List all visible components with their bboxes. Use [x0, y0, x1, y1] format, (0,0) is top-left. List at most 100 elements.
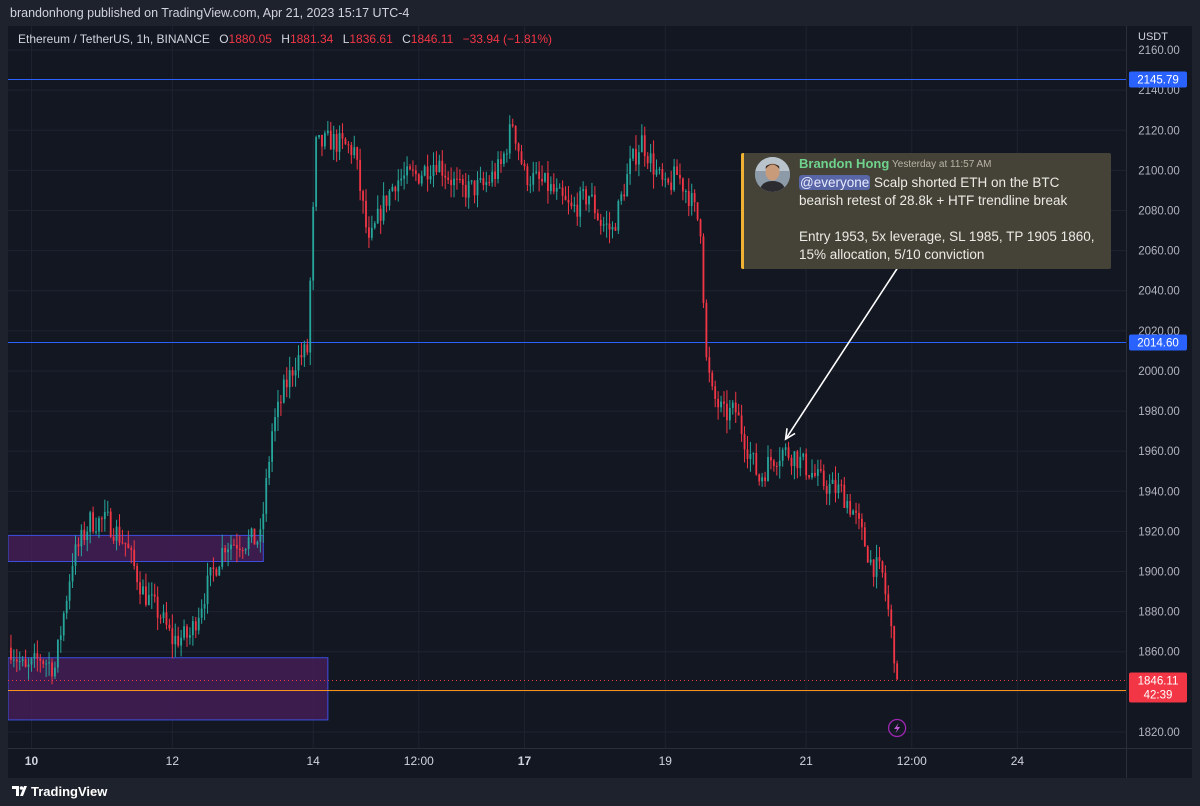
candle-body — [866, 546, 869, 563]
candle-body — [329, 130, 332, 150]
candle-body — [382, 195, 385, 221]
high-value: 1881.34 — [289, 32, 334, 46]
time-tick-label: 10 — [25, 754, 39, 768]
annotation-arrowhead — [784, 428, 796, 441]
candle-body — [728, 407, 731, 421]
candle-body — [130, 548, 133, 550]
time-tick-label: 12 — [166, 754, 180, 768]
change-value: −33.94 (−1.81%) — [462, 32, 553, 46]
open-value: 1880.05 — [228, 32, 272, 46]
candle-body — [855, 510, 857, 513]
price-tick-label: 2000.00 — [1138, 366, 1180, 378]
candle-body — [312, 206, 315, 281]
candle-body — [485, 182, 488, 185]
candle-body — [778, 460, 781, 467]
avatar-portrait-icon — [755, 157, 790, 192]
candle-body — [233, 544, 235, 546]
candle-body — [620, 194, 623, 201]
low-label: L — [342, 32, 350, 46]
candle-body — [347, 144, 350, 146]
candle-body — [858, 512, 860, 519]
candle-body — [414, 170, 417, 175]
lightning-icon — [887, 718, 907, 738]
candle-body — [640, 135, 643, 153]
candle-body — [538, 171, 541, 179]
candle-body — [614, 226, 617, 231]
candle-body — [456, 178, 458, 180]
price-tick-label: 2080.00 — [1138, 206, 1180, 218]
candle-body — [432, 165, 435, 177]
candle-body — [811, 472, 813, 478]
time-tick-label: 12:00 — [897, 754, 927, 768]
candle-body — [194, 621, 197, 631]
mention-everyone[interactable]: @everyone — [799, 175, 871, 190]
candle-body — [124, 542, 127, 544]
candle-body — [80, 529, 83, 547]
candle-body — [611, 226, 614, 230]
candle-body — [409, 166, 411, 170]
candle-body — [109, 511, 112, 537]
currency-label[interactable]: USDT — [1138, 31, 1168, 43]
tradingview-brand: TradingView — [31, 784, 108, 799]
candle-body — [426, 166, 429, 180]
candle-body — [127, 543, 130, 549]
candle-body — [667, 178, 670, 183]
candle-body — [549, 184, 552, 192]
candle-body — [896, 663, 899, 680]
candle-body — [646, 156, 649, 164]
candle-body — [805, 453, 808, 476]
candle-body — [206, 575, 209, 605]
candle-body — [362, 191, 364, 201]
open-label: O — [219, 32, 229, 46]
candle-body — [438, 160, 441, 173]
candle-body — [56, 639, 59, 668]
candle-body — [596, 213, 599, 220]
candle-body — [535, 171, 538, 173]
candle-body — [582, 189, 585, 192]
candle-body — [279, 401, 282, 403]
candle-body — [200, 608, 203, 618]
demand-zone-2 — [8, 657, 329, 721]
candle-body — [649, 153, 652, 164]
candle-body — [643, 135, 646, 157]
candle-body — [435, 165, 438, 173]
message-author[interactable]: Brandon Hong — [799, 156, 890, 171]
candle-body — [277, 401, 279, 418]
candle-body — [420, 175, 423, 184]
price-chart[interactable]: 1820.001840.001860.001880.001900.001920.… — [8, 26, 1192, 778]
time-tick-label: 24 — [1011, 754, 1025, 768]
candle-body — [332, 134, 335, 150]
candle-body — [221, 547, 224, 567]
chart-pane[interactable]: 1820.001840.001860.001880.001900.001920.… — [8, 26, 1192, 778]
candle-body — [564, 195, 567, 200]
candle-body — [822, 470, 825, 487]
price-tick-label: 2060.00 — [1138, 246, 1180, 258]
candle-body — [18, 661, 21, 663]
candle-body — [265, 478, 268, 514]
candle-body — [749, 454, 752, 459]
price-tick-label: 2120.00 — [1138, 125, 1180, 137]
candle-body — [890, 609, 893, 627]
candle-body — [544, 173, 546, 182]
low-value: 1836.61 — [349, 32, 393, 46]
candle-body — [790, 457, 793, 467]
candle-body — [720, 401, 722, 408]
candle-body — [77, 544, 80, 547]
candle-body — [591, 194, 593, 197]
candle-body — [702, 236, 705, 303]
candle-body — [156, 596, 159, 618]
candle-body — [687, 190, 690, 207]
candle-body — [370, 227, 373, 238]
candle-body — [92, 512, 95, 532]
candle-body — [787, 447, 790, 458]
candle-body — [150, 594, 153, 596]
close-value: 1846.11 — [410, 32, 454, 46]
level-tag-2 — [1129, 334, 1187, 351]
last-price-tag — [1129, 672, 1187, 703]
candle-body — [453, 178, 455, 186]
candle-body — [505, 153, 508, 155]
candle-body — [605, 223, 608, 225]
candle-body — [71, 565, 74, 582]
candle-body — [36, 653, 39, 659]
candle-body — [359, 159, 362, 192]
